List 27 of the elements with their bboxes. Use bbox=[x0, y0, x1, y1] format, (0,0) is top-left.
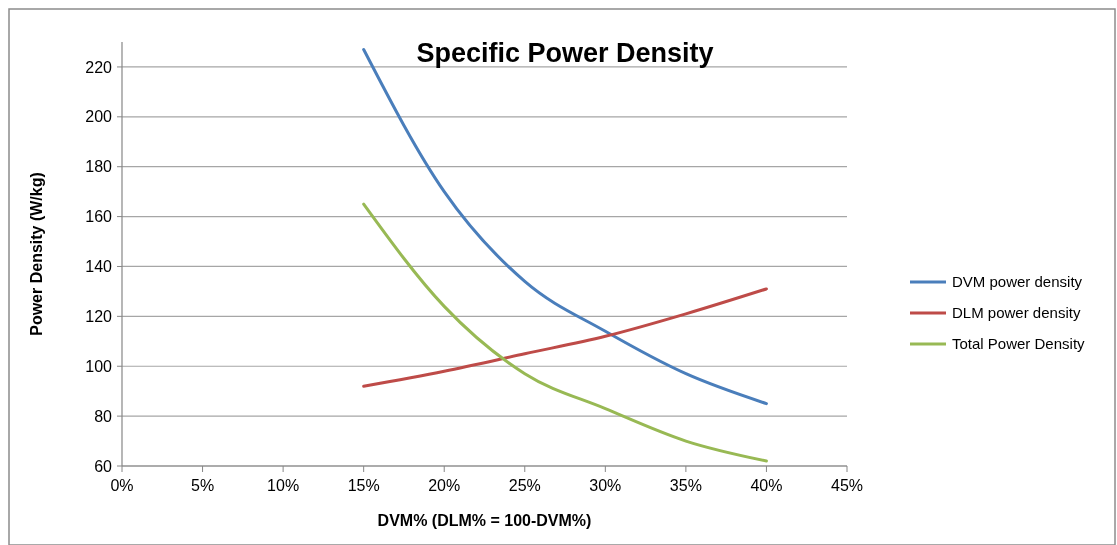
x-tick-label: 0% bbox=[110, 477, 134, 494]
y-tick-label: 140 bbox=[85, 258, 113, 276]
x-tick-label: 10% bbox=[267, 477, 300, 494]
legend-label: DVM power density bbox=[952, 273, 1083, 291]
y-tick-label: 60 bbox=[94, 457, 113, 475]
x-tick-label: 5% bbox=[190, 477, 215, 494]
x-tick-label: 45% bbox=[830, 477, 864, 494]
y-tick-label: 220 bbox=[85, 58, 113, 76]
x-tick-label: 15% bbox=[347, 477, 380, 494]
chart-title: Specific Power Density bbox=[416, 38, 714, 68]
y-tick-label: 160 bbox=[85, 208, 113, 226]
y-axis-title: Power Density (W/kg) bbox=[28, 172, 45, 336]
x-tick-label: 35% bbox=[669, 477, 702, 494]
legend-label: Total Power Density bbox=[952, 335, 1086, 353]
x-axis-title: DVM% (DLM% = 100-DVM%) bbox=[377, 512, 592, 529]
line-series bbox=[362, 287, 768, 388]
x-tick-label: 20% bbox=[428, 477, 461, 494]
line-series bbox=[362, 202, 768, 463]
x-tick-label: 25% bbox=[508, 477, 541, 494]
y-tick-label: 100 bbox=[85, 357, 113, 375]
y-tick-label: 120 bbox=[85, 307, 113, 325]
x-tick-label: 30% bbox=[589, 477, 622, 494]
x-tick-label: 40% bbox=[750, 477, 783, 494]
legend-label: DLM power density bbox=[952, 304, 1081, 322]
y-tick-label: 200 bbox=[85, 108, 113, 126]
y-tick-label: 180 bbox=[85, 158, 113, 176]
y-tick-label: 80 bbox=[94, 407, 113, 425]
